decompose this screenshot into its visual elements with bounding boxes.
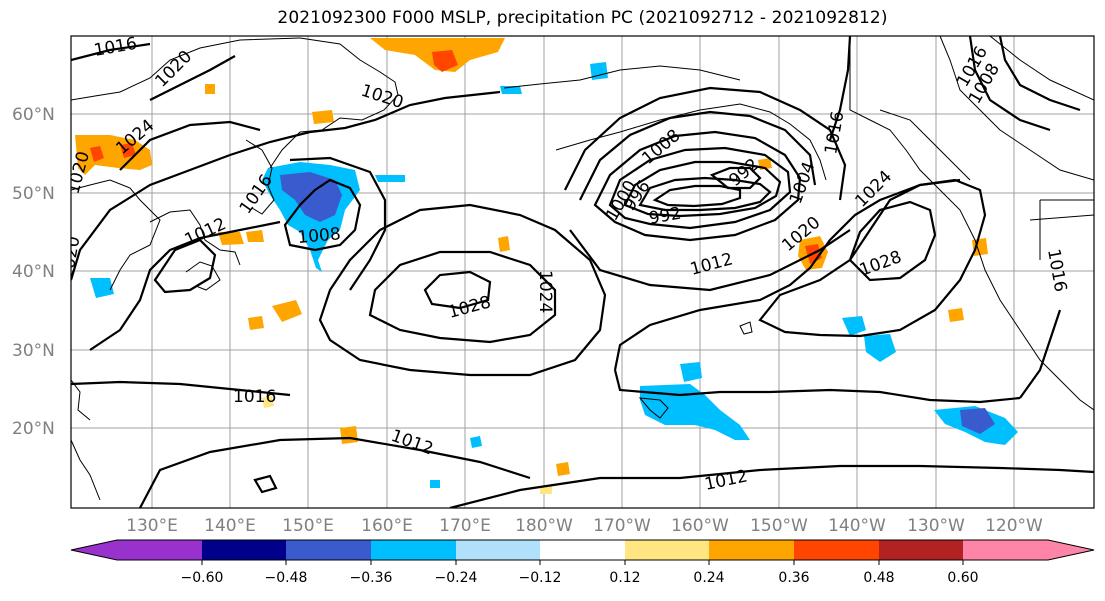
- colorbar-bin: [794, 540, 879, 560]
- colorbar: −0.60 −0.48 −0.36 −0.24 −0.12 0.12 0.24 …: [70, 539, 1095, 586]
- precip-patch: [375, 175, 405, 182]
- lon-label: 150°W: [750, 516, 808, 536]
- precip-patch: [90, 278, 114, 298]
- lon-label: 150°E: [282, 516, 334, 536]
- precip-patch: [864, 334, 896, 362]
- isobar-label: 1008: [297, 224, 342, 248]
- lon-label: 130°W: [907, 516, 965, 536]
- precip-patch: [640, 384, 750, 440]
- lat-label: 40°N: [12, 262, 55, 282]
- lon-label: 160°W: [671, 516, 729, 536]
- map-frame: [71, 36, 1094, 508]
- colorbar-tick-label: −0.12: [519, 570, 562, 586]
- longitude-labels: 130°E 140°E 150°E 160°E 170°E 180°W 170°…: [126, 516, 1043, 536]
- colorbar-bin: [963, 540, 1048, 560]
- precip-patch: [432, 50, 458, 72]
- precip-patch: [205, 84, 215, 94]
- colorbar-tick-label: 0.60: [947, 570, 978, 586]
- coastlines: [71, 36, 1094, 501]
- precip-patch: [680, 362, 702, 382]
- precip-patch: [262, 396, 274, 408]
- colorbar-tick-label: 0.48: [863, 570, 894, 586]
- lat-label: 60°N: [12, 105, 55, 125]
- precip-patch: [498, 236, 510, 252]
- colorbar-bin: [286, 540, 371, 560]
- precip-patch: [590, 62, 608, 80]
- precip-patch: [948, 308, 964, 322]
- colorbar-bin: [625, 540, 709, 560]
- colorbar-tick-label: 0.12: [609, 570, 640, 586]
- lon-label: 160°E: [361, 516, 413, 536]
- map-border: [70, 35, 1095, 509]
- colorbar-outline: [70, 539, 1095, 561]
- colorbar-tick-label: 0.36: [778, 570, 809, 586]
- precip-patch: [540, 486, 552, 494]
- colorbar-bin: [879, 540, 963, 560]
- mslp-isobars: [71, 36, 1094, 508]
- lon-label: 180°W: [515, 516, 573, 536]
- precip-patch: [312, 110, 334, 124]
- colorbar-tick-label: 0.24: [693, 570, 724, 586]
- colorbar-bin: [371, 540, 456, 560]
- colorbar-bin: [709, 540, 794, 560]
- precip-patch: [218, 232, 244, 245]
- precip-patch: [470, 436, 482, 448]
- colorbar-tick-label: −0.60: [181, 570, 224, 586]
- map-title: 2021092300 F000 MSLP, precipitation PC (…: [277, 8, 888, 28]
- latitude-labels: 60°N 50°N 40°N 30°N 20°N: [12, 105, 55, 439]
- colorbar-bin: [202, 540, 286, 560]
- colorbar-tick-label: −0.48: [265, 570, 308, 586]
- colorbar-bin: [117, 540, 202, 560]
- colorbar-bin: [456, 540, 540, 560]
- colorbar-extend-right: [1048, 540, 1094, 560]
- lon-label: 140°W: [828, 516, 886, 536]
- isobar-label: 1024: [535, 270, 555, 313]
- precip-patch: [960, 408, 995, 434]
- precip-patch: [340, 426, 358, 444]
- colorbar-tick-label: −0.36: [350, 570, 393, 586]
- precip-patch: [248, 316, 264, 330]
- precip-patch: [842, 316, 866, 336]
- colorbar-bin: [540, 540, 625, 560]
- precip-patch: [280, 172, 342, 222]
- lon-label: 140°E: [204, 516, 256, 536]
- precip-patch: [556, 462, 570, 476]
- lon-label: 130°E: [126, 516, 178, 536]
- precipitation-shading: [75, 38, 1018, 494]
- precip-patch: [75, 135, 152, 175]
- lon-label: 120°W: [985, 516, 1043, 536]
- lat-label: 30°N: [12, 341, 55, 361]
- colorbar-tick-label: −0.24: [435, 570, 478, 586]
- lat-label: 20°N: [12, 419, 55, 439]
- lon-label: 170°W: [593, 516, 651, 536]
- isobar-label: 1016: [233, 387, 276, 407]
- lat-label: 50°N: [12, 184, 55, 204]
- precip-patch: [120, 143, 136, 158]
- precip-patch: [246, 230, 264, 242]
- precip-patch: [90, 146, 104, 162]
- lon-label: 170°E: [439, 516, 491, 536]
- colorbar-extend-left: [71, 540, 117, 560]
- precip-patch: [272, 300, 302, 322]
- precip-patch: [430, 480, 440, 488]
